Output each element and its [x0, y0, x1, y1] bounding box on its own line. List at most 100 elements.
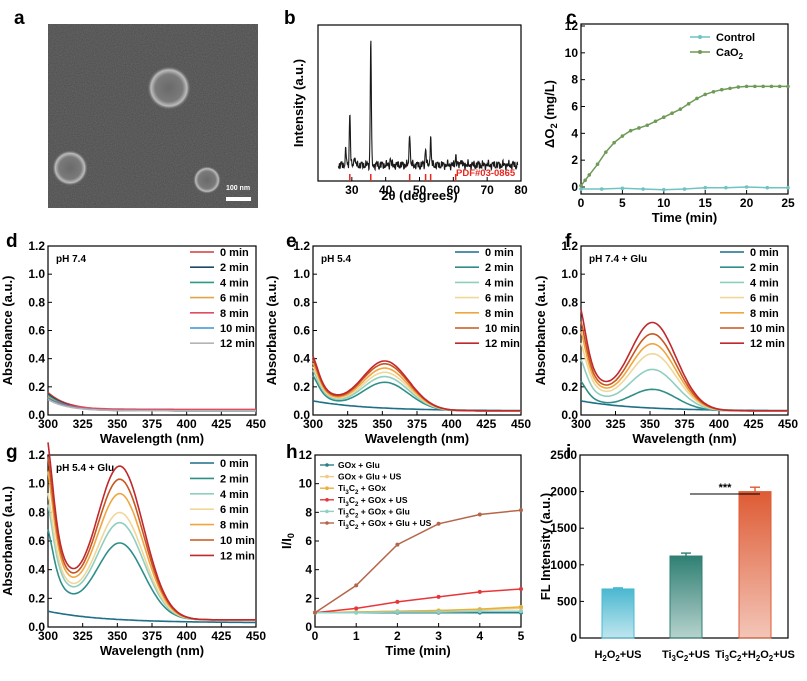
text-part: Ti — [338, 495, 345, 505]
text-part: 3 — [345, 512, 349, 519]
chart-i-y-tick-label: 2500 — [550, 448, 577, 462]
chart-h-point — [477, 589, 482, 594]
chart-f: 300 325 350 375 400 425 450 0.0 0.2 0.4 0.6 0.8 1.0 1… — [533, 239, 798, 446]
chart-h-series-line — [315, 610, 521, 614]
text-part: CaO — [716, 47, 739, 59]
sem-particle — [147, 66, 191, 110]
chart-h-point — [477, 609, 482, 614]
chart-c-point — [587, 173, 592, 177]
chart-f-y-tick-label: 0.6 — [561, 324, 578, 338]
chart-g-x-tick-label: 450 — [246, 629, 266, 643]
chart-h-y-tick-label: 10 — [299, 477, 313, 491]
chart-f-condition-label: pH 7.4 + Glu — [589, 254, 647, 265]
text-part: I/I — [279, 538, 294, 549]
chart-d-x-tick-label: 325 — [73, 417, 93, 431]
text-part: Ti — [715, 649, 725, 661]
panel-label-e: e — [286, 231, 297, 252]
chart-h-x-tick-label: 2 — [394, 629, 401, 643]
chart-c-point — [595, 162, 600, 166]
chart-c-x-tick-label: 0 — [578, 196, 585, 210]
chart-e-y-tick-label: 0.4 — [293, 352, 310, 366]
chart-c-y-axis-label: ΔO2 (mg/L) — [542, 80, 559, 148]
chart-g-x-tick-label: 425 — [211, 629, 231, 643]
text-part: 2 — [769, 654, 774, 663]
chart-e-x-tick-label: 450 — [511, 417, 531, 431]
chart-d-legend-label: 10 min — [220, 323, 255, 335]
chart-i-category-label: Ti3C2+US — [662, 649, 710, 663]
chart-d-y-tick-label: 0.8 — [28, 295, 45, 309]
chart-h-point — [436, 521, 441, 526]
chart-d-x-tick-label: 425 — [211, 417, 231, 431]
chart-d-x-tick-label: 450 — [246, 417, 266, 431]
chart-c-x-tick-label: 5 — [619, 196, 626, 210]
chart-e-x-tick-label: 400 — [442, 417, 462, 431]
text-part: 0 — [286, 533, 296, 538]
chart-h-y-axis-label: I/I0 — [279, 533, 296, 549]
chart-e-x-tick-label: 325 — [338, 417, 358, 431]
chart-d-legend-label: 12 min — [220, 338, 255, 350]
chart-f-y-tick-label: 0.4 — [561, 352, 578, 366]
chart-d-x-tick-label: 300 — [38, 417, 58, 431]
chart-g-legend-label: 8 min — [220, 520, 249, 532]
chart-h-legend-label: Ti3C2 + GOx — [338, 483, 386, 496]
chart-h-x-tick-label: 4 — [476, 629, 483, 643]
chart-d-y-tick-label: 1.2 — [28, 239, 45, 253]
chart-d-x-tick-label: 375 — [142, 417, 162, 431]
chart-g-legend-label: 2 min — [220, 473, 249, 485]
chart-c-y-tick-label: 0 — [571, 180, 578, 194]
chart-c-point — [744, 84, 749, 89]
chart-d-legend-label: 4 min — [220, 277, 249, 289]
chart-c-point — [645, 123, 650, 128]
text-part: + GOx + Glu + US — [358, 518, 431, 528]
chart-e-y-tick-label: 0.2 — [293, 380, 310, 394]
text-part: 3 — [345, 501, 349, 508]
text-part: 2 — [355, 524, 359, 531]
chart-h-point — [436, 594, 441, 599]
chart-b-x-tick-label: 70 — [480, 183, 494, 197]
chart-e-x-tick-label: 425 — [476, 417, 496, 431]
chart-b-reference-label: PDF#03-0865 — [456, 168, 516, 179]
text-part: (mg/L) — [542, 80, 557, 123]
chart-b-y-axis-label: Intensity (a.u.) — [291, 59, 306, 147]
panel-label-b: b — [284, 8, 296, 29]
text-part: + GOx — [358, 483, 386, 493]
chart-d-x-axis-label: Wavelength (nm) — [100, 431, 204, 446]
chart-c-point — [678, 107, 683, 111]
chart-i-y-tick-label: 2000 — [550, 485, 577, 499]
chart-d-x-tick-label: 350 — [107, 417, 127, 431]
chart-c-point — [637, 126, 641, 130]
chart-f-x-tick-label: 325 — [605, 417, 625, 431]
chart-e-y-tick-label: 0.8 — [293, 295, 310, 309]
chart-c-point — [736, 85, 741, 89]
chart-c-legend-marker — [698, 50, 702, 54]
chart-c-point — [711, 89, 716, 94]
chart-c-point — [579, 187, 583, 191]
chart-c-point — [620, 186, 625, 191]
chart-i-category-label: Ti3C2+H2O2+US — [715, 649, 795, 663]
chart-e: 300 325 350 375 400 425 450 0.0 0.2 0.4 0.6 0.8 1.0 1… — [264, 239, 531, 446]
text-part: + GOx + US — [358, 495, 407, 505]
chart-f-y-tick-label: 1.2 — [561, 239, 578, 253]
chart-h-legend-marker — [325, 474, 329, 479]
chart-e-y-tick-label: 1.2 — [293, 239, 310, 253]
chart-d: 300 325 350 375 400 425 450 0.0 0.2 0.4 0.6 0.8 1.0 1… — [0, 239, 266, 446]
chart-h-legend-label: GOx + Glu — [338, 460, 380, 470]
chart-f-series-line — [580, 309, 788, 412]
chart-f-x-axis-label: Wavelength (nm) — [632, 431, 736, 446]
chart-c-y-tick-label: 10 — [565, 46, 579, 60]
text-part: 2 — [355, 501, 359, 508]
chart-g-series-line — [47, 610, 256, 624]
chart-d-legend-label: 2 min — [220, 262, 249, 274]
chart-c-legend-label: Control — [716, 32, 755, 44]
chart-h-y-tick-label: 0 — [305, 620, 312, 634]
chart-c-point — [703, 185, 707, 190]
sem-particle — [193, 166, 221, 194]
chart-i-y-axis-label: FL Intensity (a.u.) — [538, 493, 553, 600]
chart-h-y-tick-label: 2 — [305, 591, 312, 605]
chart-h-legend-label: Ti3C2 + GOx + US — [338, 495, 408, 508]
chart-c-point — [641, 187, 645, 191]
chart-d-y-tick-label: 0.2 — [28, 380, 45, 394]
text-part: C — [729, 649, 737, 661]
chart-f-x-tick-label: 400 — [709, 417, 729, 431]
chart-d-series-line — [47, 398, 256, 412]
